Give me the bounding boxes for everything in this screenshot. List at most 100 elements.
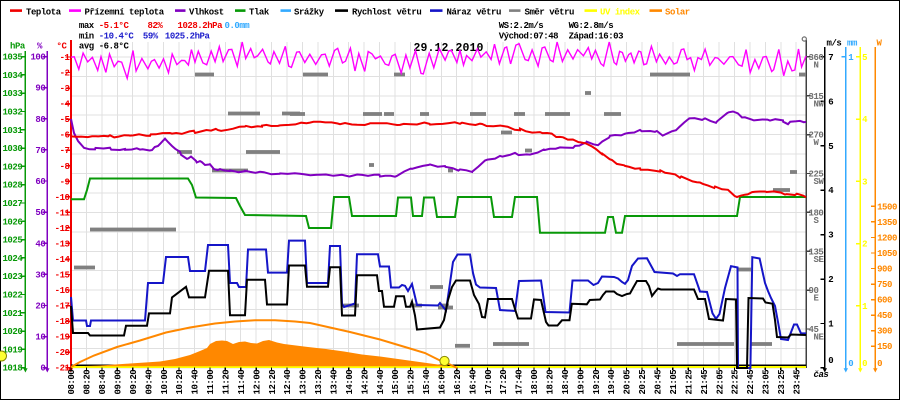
svg-text:-9: -9 [60,177,70,187]
svg-text:23:45: 23:45 [792,370,802,395]
svg-text:20:25: 20:25 [638,370,648,395]
svg-text:1350: 1350 [877,218,897,228]
svg-text:-11: -11 [55,208,71,218]
svg-text:1028: 1028 [2,181,22,191]
svg-text:23:25: 23:25 [777,370,787,395]
svg-text:Teplota: Teplota [26,8,62,18]
svg-text:11:20: 11:20 [222,370,232,395]
svg-text:-17: -17 [55,302,70,312]
svg-text:22:45: 22:45 [746,370,756,395]
svg-text:15:00: 15:00 [391,370,401,395]
svg-text:225: 225 [809,170,824,180]
svg-text:10:20: 10:20 [175,370,185,395]
svg-text:7: 7 [828,53,833,63]
svg-text:1024: 1024 [2,254,23,264]
svg-text:100: 100 [30,53,45,63]
svg-text:WS:2.2m/s: WS:2.2m/s [499,21,544,31]
svg-text:1031: 1031 [2,126,23,136]
svg-text:-8: -8 [60,162,70,172]
svg-text:E: E [814,294,820,304]
svg-text:18:40: 18:40 [561,370,571,395]
svg-text:80: 80 [35,115,45,125]
svg-text:hPa: hPa [10,42,26,52]
svg-text:0: 0 [848,359,853,369]
svg-text:1029: 1029 [2,162,22,172]
svg-text:150: 150 [877,342,892,352]
svg-text:21:05: 21:05 [669,370,679,395]
svg-text:-4: -4 [60,100,71,110]
svg-text:13:40: 13:40 [330,370,340,395]
svg-text:WG:2.8m/s: WG:2.8m/s [569,21,614,31]
svg-text:1018: 1018 [2,364,22,374]
svg-text:1021: 1021 [2,309,23,319]
svg-text:-3: -3 [60,84,70,94]
svg-text:60: 60 [35,177,45,187]
svg-text:S: S [814,216,820,226]
svg-text:-5: -5 [60,115,70,125]
svg-text:09:40: 09:40 [144,370,154,395]
svg-text:360: 360 [809,53,824,63]
svg-text:Východ:07:48: Východ:07:48 [499,31,558,41]
svg-text:0.0mm: 0.0mm [225,21,251,31]
svg-text:2: 2 [828,275,833,285]
svg-text:Přízemní teplota: Přízemní teplota [85,8,165,18]
svg-text:11:40: 11:40 [237,370,247,395]
svg-text:4: 4 [862,115,868,125]
svg-text:3: 3 [828,231,833,241]
svg-text:mm: mm [847,39,858,49]
svg-text:1: 1 [862,302,868,312]
svg-text:5: 5 [862,53,867,63]
svg-text:0: 0 [877,359,882,369]
svg-text:12:40: 12:40 [283,370,293,395]
svg-text:14:20: 14:20 [360,370,370,395]
svg-text:2: 2 [862,240,867,250]
svg-text:UV index: UV index [600,8,641,18]
svg-text:300: 300 [877,327,892,337]
svg-text:4: 4 [828,186,834,196]
svg-text:16:00: 16:00 [438,370,448,395]
svg-text:1025: 1025 [2,236,22,246]
svg-text:N: N [814,60,819,70]
svg-text:900: 900 [877,265,892,275]
svg-text:10:40: 10:40 [191,370,201,395]
svg-text:-13: -13 [55,239,70,249]
svg-text:Tlak: Tlak [249,8,270,18]
svg-text:450: 450 [877,311,892,321]
svg-text:-5.1°C: -5.1°C [99,21,130,31]
svg-text:W: W [814,138,820,148]
svg-text:29.12.2010: 29.12.2010 [414,42,484,55]
svg-text:-6: -6 [60,131,70,141]
svg-text:1019: 1019 [2,345,22,355]
svg-text:1: 1 [828,320,834,330]
svg-text:1033: 1033 [2,89,22,99]
svg-text:20: 20 [35,302,45,312]
svg-text:max: max [79,21,95,31]
svg-text:17:20: 17:20 [499,370,509,395]
svg-text:0: 0 [40,364,45,374]
svg-text:-1: -1 [60,53,71,63]
svg-text:23:05: 23:05 [762,370,772,395]
svg-text:Srážky: Srážky [294,8,325,18]
svg-text:08:00: 08:00 [67,370,77,395]
svg-text:70: 70 [35,146,45,156]
svg-text:-19: -19 [55,333,70,343]
svg-text:min: min [79,31,94,41]
svg-text:-6.8°C: -6.8°C [99,42,130,52]
svg-text:40: 40 [35,239,45,249]
svg-text:Vlhkost: Vlhkost [189,8,224,18]
svg-text:1034: 1034 [2,71,23,81]
svg-text:16:40: 16:40 [468,370,478,395]
svg-text:NE: NE [814,333,825,343]
svg-text:Západ:16:03: Západ:16:03 [569,31,624,41]
svg-text:-10: -10 [55,193,70,203]
svg-text:270: 270 [809,131,824,141]
svg-text:%: % [37,42,43,52]
svg-text:180: 180 [809,208,824,218]
svg-text:08:20: 08:20 [83,370,93,395]
svg-text:1028.2hPa: 1028.2hPa [178,21,224,31]
svg-text:14:40: 14:40 [376,370,386,395]
svg-text:315: 315 [809,92,824,102]
svg-text:1200: 1200 [877,234,897,244]
svg-text:21:45: 21:45 [700,370,710,395]
svg-text:12:00: 12:00 [252,370,262,395]
